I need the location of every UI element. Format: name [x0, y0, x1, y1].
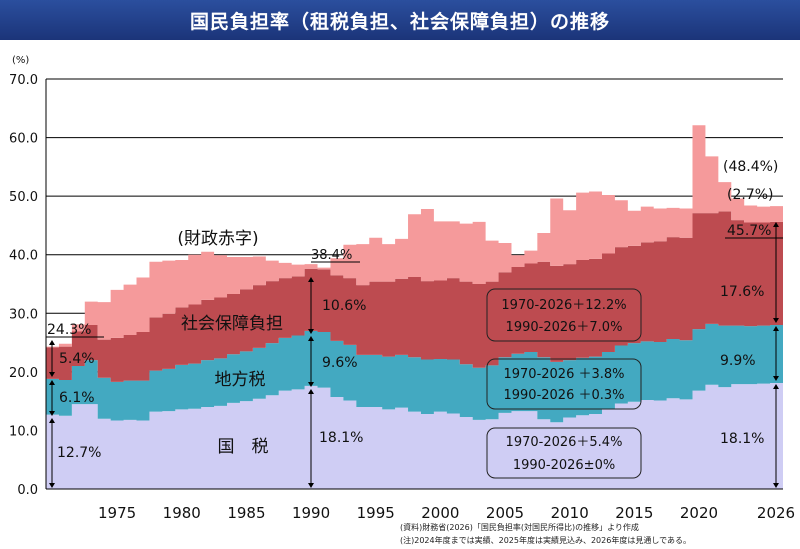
bracket-1991-social [308, 277, 314, 334]
arrow-head-up [773, 326, 779, 331]
annotation-1991-total: 38.4% [311, 248, 352, 263]
annotation-1970-total: 24.3% [47, 322, 91, 338]
bracket-1970-local [49, 380, 55, 416]
x-tick-label: 1975 [98, 504, 136, 522]
bracket-1991-national [308, 389, 314, 488]
bracket-1970-national [49, 418, 55, 488]
annotation-1970-local: 6.1% [59, 390, 95, 406]
arrow-head-down [773, 483, 779, 488]
change-box-national [486, 427, 642, 479]
arrow-head-up [49, 418, 55, 423]
y-tick-label: 70.0 [9, 73, 38, 88]
y-unit-label: (%) [12, 55, 29, 66]
x-tick-label: 2015 [615, 504, 653, 522]
arrow-head-down [308, 329, 314, 334]
footnote: (注)2024年度までは実績、2025年度は実績見込み、2026年度は見通しであ… [400, 536, 691, 545]
annotation-2026-total: (48.4%) [723, 159, 778, 175]
area-social-security [46, 211, 783, 382]
x-tick-label: 2005 [486, 504, 524, 522]
annotation-2026-national: 18.1% [720, 431, 764, 447]
x-tick-label: 2020 [680, 504, 718, 522]
arrow-head-down [49, 411, 55, 416]
annotation-2026-social-total: 45.7% [727, 223, 771, 239]
arrow-head-up [308, 277, 314, 282]
annotation-change-local-1970: 1970-2026 ＋3.8% [503, 367, 624, 382]
arrow-head-down [308, 483, 314, 488]
area-deficit [46, 125, 783, 348]
bracket-1970-social [49, 340, 55, 377]
annotation-change-local-1990: 1990-2026 ＋0.3% [503, 388, 624, 403]
annotation-1991-local: 9.6% [322, 355, 358, 371]
chart: 0.0 10.0 20.0 30.0 40.0 50.0 60.0 70.0 (%) 1975 19… [9, 55, 795, 522]
area-local-tax [46, 323, 783, 423]
arrow-head-up [308, 336, 314, 341]
bracket-2026-local [773, 326, 779, 381]
source-note: (資料)財務省(2026)「国民負担率(対国民所得比)の推移」より作成 [400, 523, 639, 532]
x-tick-label: 2026 [757, 504, 795, 522]
y-tick-label: 50.0 [9, 190, 38, 205]
arrow-head-down [49, 372, 55, 377]
y-tick-label: 10.0 [9, 424, 38, 439]
annotation-deficit-label: (財政赤字) [177, 229, 258, 249]
bracket-2026-social [773, 222, 779, 323]
annotation-1970-national: 12.7% [57, 445, 101, 461]
annotation-1970-social: 5.4% [59, 351, 95, 367]
bracket-2026-national [773, 384, 779, 488]
annotation-local-label: 地方税 [215, 370, 266, 390]
arrow-head-up [49, 340, 55, 345]
annotation-change-social-1970: 1970-2026＋12.2% [501, 298, 626, 313]
annotation-change-national-1990: 1990-2026±0% [513, 458, 615, 473]
annotation-change-national-1970: 1970-2026＋5.4% [506, 435, 623, 450]
y-tick-label: 30.0 [9, 307, 38, 322]
arrow-head-up [773, 222, 779, 227]
arrow-head-up [49, 380, 55, 385]
y-tick-label: 40.0 [9, 249, 38, 264]
chart-title: 国民負担率（租税負担、社会保障負担）の推移 [189, 10, 610, 33]
y-tick-label: 20.0 [9, 366, 38, 381]
arrow-head-up [308, 389, 314, 394]
area-national-tax [46, 382, 783, 489]
arrow-head-down [773, 318, 779, 323]
arrow-head-down [773, 376, 779, 381]
change-box-local [486, 358, 642, 410]
x-tick-label: 1995 [357, 504, 395, 522]
annotation-2026-local: 9.9% [720, 353, 756, 369]
x-tick-label: 1980 [163, 504, 201, 522]
x-tick-label: 1985 [227, 504, 265, 522]
annotation-2026-social: 17.6% [720, 284, 764, 300]
title-bar: 国民負担率（租税負担、社会保障負担）の推移 [0, 0, 800, 40]
x-tick-label: 1990 [292, 504, 330, 522]
arrow-head-down [308, 382, 314, 387]
arrow-head-down [49, 483, 55, 488]
arrow-head-up [773, 384, 779, 389]
bracket-1991-local [308, 336, 314, 387]
x-tick-label: 2000 [421, 504, 459, 522]
x-tick-label: 2010 [551, 504, 589, 522]
annotation-1991-national: 18.1% [319, 430, 363, 446]
annotation-1991-social: 10.6% [322, 298, 366, 314]
annotation-2026-deficit: (2.7%) [727, 187, 774, 203]
y-tick-label: 0.0 [17, 483, 38, 498]
annotation-national-label: 国 税 [218, 437, 269, 457]
change-box-social [486, 288, 642, 342]
y-tick-label: 60.0 [9, 132, 38, 147]
annotation-social-label: 社会保障負担 [181, 314, 283, 334]
annotation-change-social-1990: 1990-2026＋7.0% [506, 320, 623, 335]
